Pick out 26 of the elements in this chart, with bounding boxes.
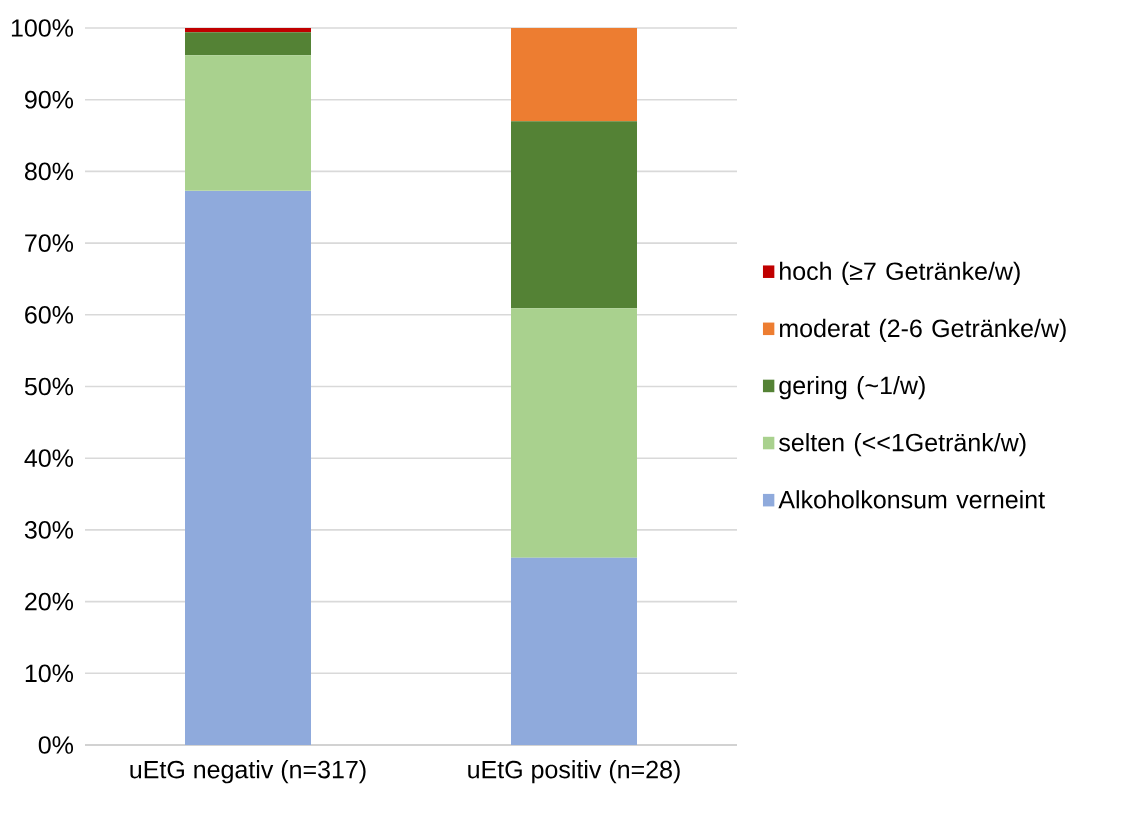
x-tick-label: uEtG positiv (n=28) bbox=[468, 760, 680, 784]
y-tick-label: 30% bbox=[24, 521, 74, 539]
bar bbox=[511, 557, 638, 745]
legend-label: selten (<<1Getränk/w) bbox=[779, 433, 1026, 457]
bar bbox=[511, 28, 638, 122]
legend-label: gering (~1/w) bbox=[779, 375, 925, 400]
y-tick-label: 60% bbox=[25, 305, 74, 324]
y-tick-label: 40% bbox=[24, 449, 74, 468]
bar bbox=[185, 190, 311, 745]
bar bbox=[185, 55, 311, 191]
y-tick-label: 0% bbox=[38, 736, 74, 754]
y-tick-label: 100% bbox=[11, 19, 74, 37]
y-tick-label: 80% bbox=[25, 162, 74, 181]
bar bbox=[511, 308, 638, 558]
y-tick-label: 10% bbox=[25, 664, 74, 683]
y-tick-label: 20% bbox=[25, 592, 74, 611]
y-tick-label: 50% bbox=[24, 377, 74, 396]
bar bbox=[185, 28, 311, 33]
legend-label: moderat (2-6 Getränke/w) bbox=[780, 318, 1066, 343]
bar bbox=[511, 121, 638, 309]
x-tick-label: uEtG negativ (n=317) bbox=[130, 760, 366, 784]
legend-label: Alkoholkonsum verneint bbox=[778, 490, 1045, 509]
y-tick-label: 90% bbox=[25, 90, 74, 109]
y-tick-label: 70% bbox=[25, 234, 74, 252]
legend-label: hoch (≥7 Getränke/w) bbox=[780, 261, 1020, 286]
bar bbox=[185, 32, 311, 56]
